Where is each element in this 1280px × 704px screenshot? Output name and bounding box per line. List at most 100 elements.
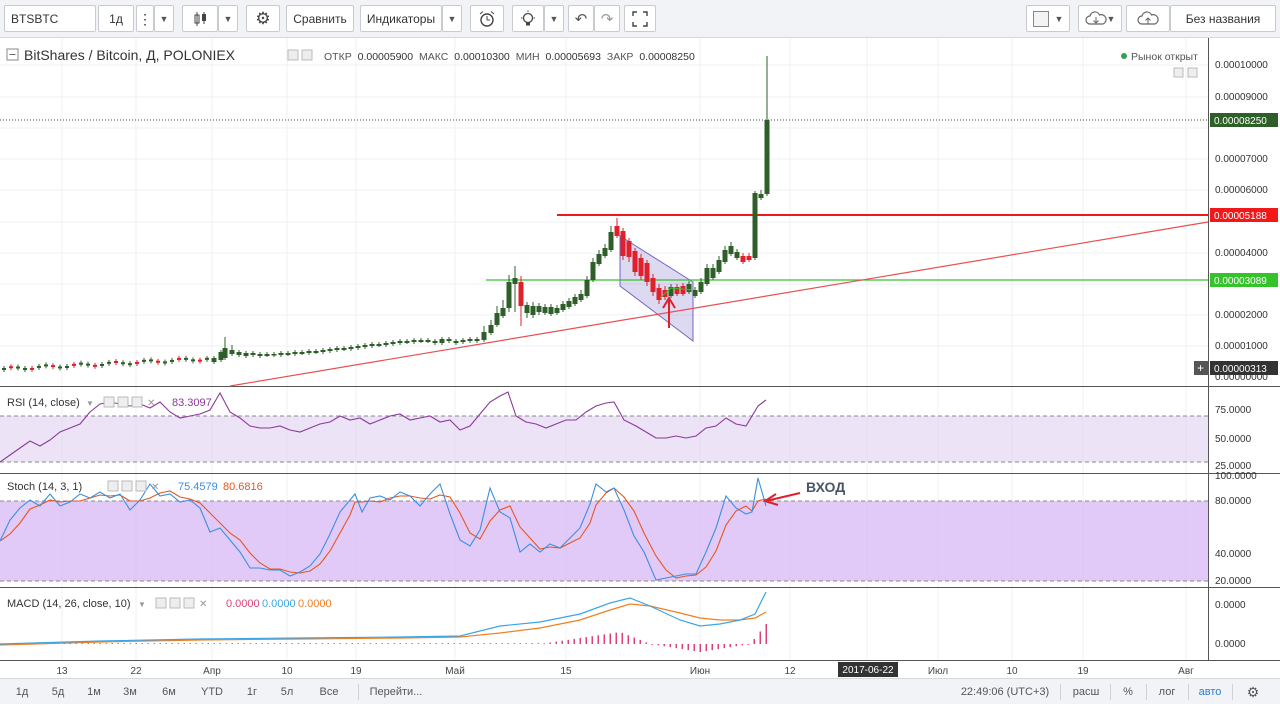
layout-name-button[interactable]: Без названия bbox=[1170, 5, 1276, 32]
stoch-k-value: 75.4579 bbox=[178, 481, 218, 493]
close-icon[interactable]: ✕ bbox=[199, 599, 207, 610]
symbol-input[interactable]: BTSBTC bbox=[4, 5, 96, 32]
settings-button[interactable]: ⚙ bbox=[246, 5, 280, 32]
color-theme-button[interactable]: ▼ bbox=[1026, 5, 1070, 32]
bottom-toolbar: 1д 5д 1м 3м 6м YTD 1г 5л Все Перейти... 22:49:06… bbox=[0, 678, 1280, 704]
plus-icon[interactable] bbox=[183, 597, 195, 609]
left-arrow-icon bbox=[762, 492, 801, 506]
chevron-down-icon: ▼ bbox=[447, 13, 457, 24]
session-toggle[interactable]: расш bbox=[1066, 683, 1106, 701]
plus-icon[interactable] bbox=[135, 480, 147, 492]
log-toggle[interactable]: лог bbox=[1152, 683, 1182, 701]
stoch-d-line bbox=[0, 487, 767, 579]
cloud-download-icon bbox=[1084, 10, 1107, 25]
auto-toggle[interactable]: авто bbox=[1194, 683, 1226, 701]
clock[interactable]: 22:49:06 (UTC+3) bbox=[958, 683, 1052, 701]
save-layout-button[interactable] bbox=[1126, 5, 1170, 32]
trend-line[interactable] bbox=[229, 221, 1209, 387]
clock-text: 22:49:06 (UTC+3) bbox=[960, 686, 1050, 698]
entry-annotation: ВХОД bbox=[806, 479, 845, 495]
load-layout-button[interactable]: ▼ bbox=[1078, 5, 1122, 32]
chart-type-dropdown[interactable]: ▼ bbox=[218, 5, 238, 32]
range-button-8[interactable]: Все bbox=[319, 686, 339, 698]
close-icon[interactable]: ✕ bbox=[147, 398, 155, 409]
price-tick: 0.00002000 bbox=[1215, 310, 1268, 321]
chevron-down-icon: ▼ bbox=[549, 13, 559, 24]
time-tick: Апр bbox=[203, 666, 221, 677]
price-pane[interactable] bbox=[0, 56, 1209, 387]
settings-small-icon[interactable] bbox=[121, 480, 133, 492]
macd-pane[interactable] bbox=[0, 591, 767, 652]
rsi-value: 83.3097 bbox=[172, 397, 212, 409]
range-button-6[interactable]: 1г bbox=[246, 686, 258, 698]
stoch-legend: Stoch (14, 3, 1) ✕ 75.4579 80.6816 bbox=[7, 480, 263, 493]
up-arrow-icon bbox=[662, 296, 676, 328]
rsi-pane[interactable] bbox=[0, 391, 1208, 463]
session-text: расш bbox=[1072, 686, 1100, 698]
settings-small-icon[interactable] bbox=[301, 49, 313, 61]
macd-signal-line bbox=[0, 603, 767, 646]
macd-legend: MACD (14, 26, close, 10) ▼ ✕ 0.0000 0.00… bbox=[7, 597, 332, 610]
replay-button[interactable] bbox=[512, 5, 544, 32]
goto-date-button[interactable]: Перейти... bbox=[366, 683, 426, 701]
time-tick: 19 bbox=[1077, 666, 1089, 677]
settings-small-icon[interactable] bbox=[117, 396, 129, 408]
chart-canvas[interactable]: 0.00010000 0.00009000 0.00007000 0.00006000… bbox=[0, 38, 1280, 678]
settings-small-icon[interactable] bbox=[169, 597, 181, 609]
interval-select[interactable]: 1д bbox=[98, 5, 134, 32]
stoch-label: Stoch (14, 3, 1) bbox=[7, 481, 82, 493]
eye-icon[interactable] bbox=[155, 597, 167, 609]
time-tick: Май bbox=[445, 666, 465, 677]
indicators-button[interactable]: Индикаторы bbox=[360, 5, 442, 32]
close-label: ЗАКР bbox=[607, 51, 633, 63]
svg-text:20.0000: 20.0000 bbox=[1215, 576, 1252, 587]
rsi-legend: RSI (14, close) ▼ ✕ 83.3097 bbox=[7, 396, 212, 409]
market-status: Рынок открыт bbox=[1131, 51, 1198, 63]
pane-maximize-icon[interactable] bbox=[1187, 67, 1198, 78]
percent-toggle[interactable]: % bbox=[1116, 683, 1140, 701]
stoch-band bbox=[0, 501, 1208, 581]
range-button-7[interactable]: 5л bbox=[280, 686, 294, 698]
time-axis[interactable]: 13 22 Апр 10 19 Май 15 Июн 12 Июл 10 19 Авг 2017-06-2… bbox=[56, 662, 1194, 677]
undo-button[interactable]: ↶ bbox=[568, 5, 594, 32]
chevron-down-icon: ▼ bbox=[1106, 13, 1116, 24]
alert-button[interactable] bbox=[470, 5, 504, 32]
indicators-dropdown[interactable]: ▼ bbox=[442, 5, 462, 32]
low-label: МИН bbox=[516, 51, 540, 63]
interval-menu-button[interactable]: ⋮ bbox=[136, 5, 154, 32]
eye-icon[interactable] bbox=[287, 49, 299, 61]
pane-up-icon[interactable] bbox=[1173, 67, 1184, 78]
chevron-down-icon: ▼ bbox=[1054, 13, 1064, 24]
scale-settings-button[interactable]: ⚙ bbox=[1240, 683, 1266, 701]
macd-histogram bbox=[9, 624, 767, 652]
macd-value: 0.0000 bbox=[262, 598, 296, 610]
cloud-upload-icon bbox=[1137, 10, 1159, 25]
eye-icon[interactable] bbox=[107, 480, 119, 492]
range-button-0[interactable]: 1д bbox=[15, 686, 29, 698]
signal-value: 0.0000 bbox=[298, 598, 332, 610]
chevron-down-icon[interactable]: ▼ bbox=[86, 399, 94, 408]
alarm-clock-icon bbox=[479, 10, 495, 27]
replay-dropdown[interactable]: ▼ bbox=[544, 5, 564, 32]
undo-icon: ↶ bbox=[574, 10, 588, 28]
plus-icon[interactable] bbox=[131, 396, 143, 408]
current-price-tag: 0.00008250 bbox=[1210, 113, 1278, 127]
chart-type-button[interactable] bbox=[182, 5, 218, 32]
range-button-2[interactable]: 1м bbox=[87, 686, 101, 698]
range-button-3[interactable]: 3м bbox=[123, 686, 137, 698]
chevron-down-icon[interactable]: ▼ bbox=[138, 600, 146, 609]
fullscreen-button[interactable] bbox=[624, 5, 656, 32]
close-icon[interactable]: ✕ bbox=[151, 482, 159, 493]
close-value: 0.00008250 bbox=[639, 51, 695, 63]
compare-button[interactable]: Сравнить bbox=[286, 5, 354, 32]
redo-button[interactable]: ↷ bbox=[594, 5, 620, 32]
eye-icon[interactable] bbox=[103, 396, 115, 408]
interval-dropdown-button[interactable]: ▼ bbox=[154, 5, 174, 32]
range-button-5[interactable]: YTD bbox=[201, 686, 223, 698]
macd-label: MACD (14, 26, close, 10) bbox=[7, 598, 131, 610]
range-button-4[interactable]: 6м bbox=[162, 686, 176, 698]
chevron-down-icon: ▼ bbox=[223, 13, 233, 24]
range-button-1[interactable]: 5д bbox=[51, 686, 65, 698]
price-axis[interactable]: 0.00010000 0.00009000 0.00007000 0.00006000… bbox=[1194, 60, 1278, 383]
stoch-pane[interactable]: ВХОД bbox=[0, 477, 1208, 582]
